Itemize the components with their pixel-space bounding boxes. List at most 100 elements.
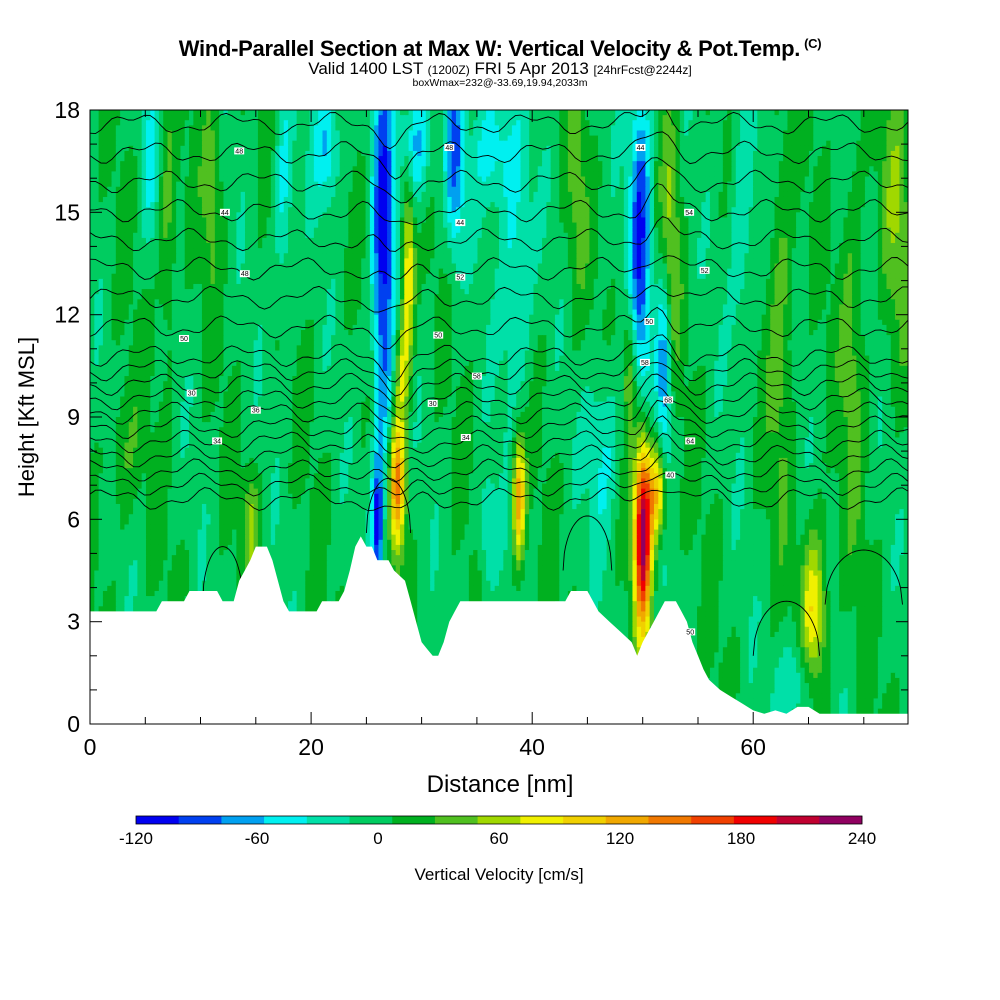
velocity-cell [835,223,840,229]
velocity-cell [262,166,267,172]
velocity-cell [516,130,521,136]
velocity-cell [680,217,685,223]
velocity-cell [232,223,237,229]
velocity-cell [404,177,409,183]
velocity-cell [172,115,177,121]
velocity-cell [809,223,814,229]
velocity-cell [701,130,706,136]
velocity-cell [473,146,478,152]
velocity-cell [155,192,160,198]
velocity-cell [310,223,315,229]
velocity-cell [223,141,228,147]
velocity-cell [895,223,900,229]
velocity-cell [895,136,900,142]
velocity-cell [112,197,117,203]
velocity-cell [624,141,629,147]
velocity-cell [533,238,538,244]
velocity-cell [899,171,904,177]
velocity-cell [284,238,289,244]
velocity-cell [525,233,530,239]
velocity-cell [710,197,715,203]
velocity-cell [292,233,297,239]
velocity-cell [899,110,904,116]
velocity-cell [529,151,534,157]
velocity-cell [809,110,814,116]
velocity-cell [822,171,827,177]
velocity-cell [753,156,758,162]
velocity-cell [589,212,594,218]
velocity-cell [185,223,190,229]
velocity-cell [357,130,362,136]
velocity-cell [542,182,547,188]
velocity-cell [559,187,564,193]
velocity-cell [792,120,797,126]
velocity-cell [499,141,504,147]
velocity-cell [366,146,371,152]
velocity-cell [813,212,818,218]
velocity-cell [331,120,336,126]
velocity-cell [736,212,741,218]
velocity-cell [310,217,315,223]
velocity-cell [366,130,371,136]
velocity-cell [167,161,172,167]
velocity-cell [124,141,129,147]
velocity-cell [460,161,465,167]
velocity-cell [762,187,767,193]
velocity-cell [107,243,112,249]
velocity-cell [538,110,543,116]
velocity-cell [891,166,896,172]
velocity-cell [736,136,741,142]
velocity-cell [813,177,818,183]
velocity-cell [327,223,332,229]
velocity-cell [831,217,836,223]
velocity-cell [546,212,551,218]
velocity-cell [176,207,181,213]
velocity-cell [327,161,332,167]
velocity-cell [775,136,780,142]
velocity-cell [422,187,427,193]
velocity-cell [366,161,371,167]
velocity-cell [189,192,194,198]
velocity-cell [654,171,659,177]
velocity-cell [589,233,594,239]
velocity-cell [301,146,306,152]
velocity-cell [719,130,724,136]
velocity-cell [848,212,853,218]
velocity-cell [568,217,573,223]
velocity-cell [469,110,474,116]
velocity-cell [297,202,302,208]
velocity-cell [542,238,547,244]
velocity-cell [396,217,401,223]
velocity-cell [886,161,891,167]
velocity-cell [288,187,293,193]
velocity-cell [740,151,745,157]
velocity-cell [279,151,284,157]
velocity-cell [146,125,151,131]
velocity-cell [99,171,104,177]
velocity-cell [353,217,358,223]
velocity-cell [370,115,375,121]
velocity-cell [572,136,577,142]
velocity-cell [374,171,379,177]
velocity-cell [671,177,676,183]
velocity-cell [499,192,504,198]
velocity-cell [340,217,345,223]
velocity-cell [693,217,698,223]
velocity-cell [275,146,280,152]
velocity-cell [848,146,853,152]
velocity-cell [232,192,237,198]
velocity-cell [744,125,749,131]
velocity-cell [361,146,366,152]
velocity-cell [150,187,155,193]
velocity-cell [422,141,427,147]
velocity-cell [314,233,319,239]
velocity-cell [495,228,500,234]
velocity-cell [740,182,745,188]
velocity-cell [465,197,470,203]
velocity-cell [542,125,547,131]
velocity-cell [680,207,685,213]
velocity-cell [387,125,392,131]
velocity-cell [637,161,642,167]
velocity-cell [637,197,642,203]
velocity-cell [172,228,177,234]
